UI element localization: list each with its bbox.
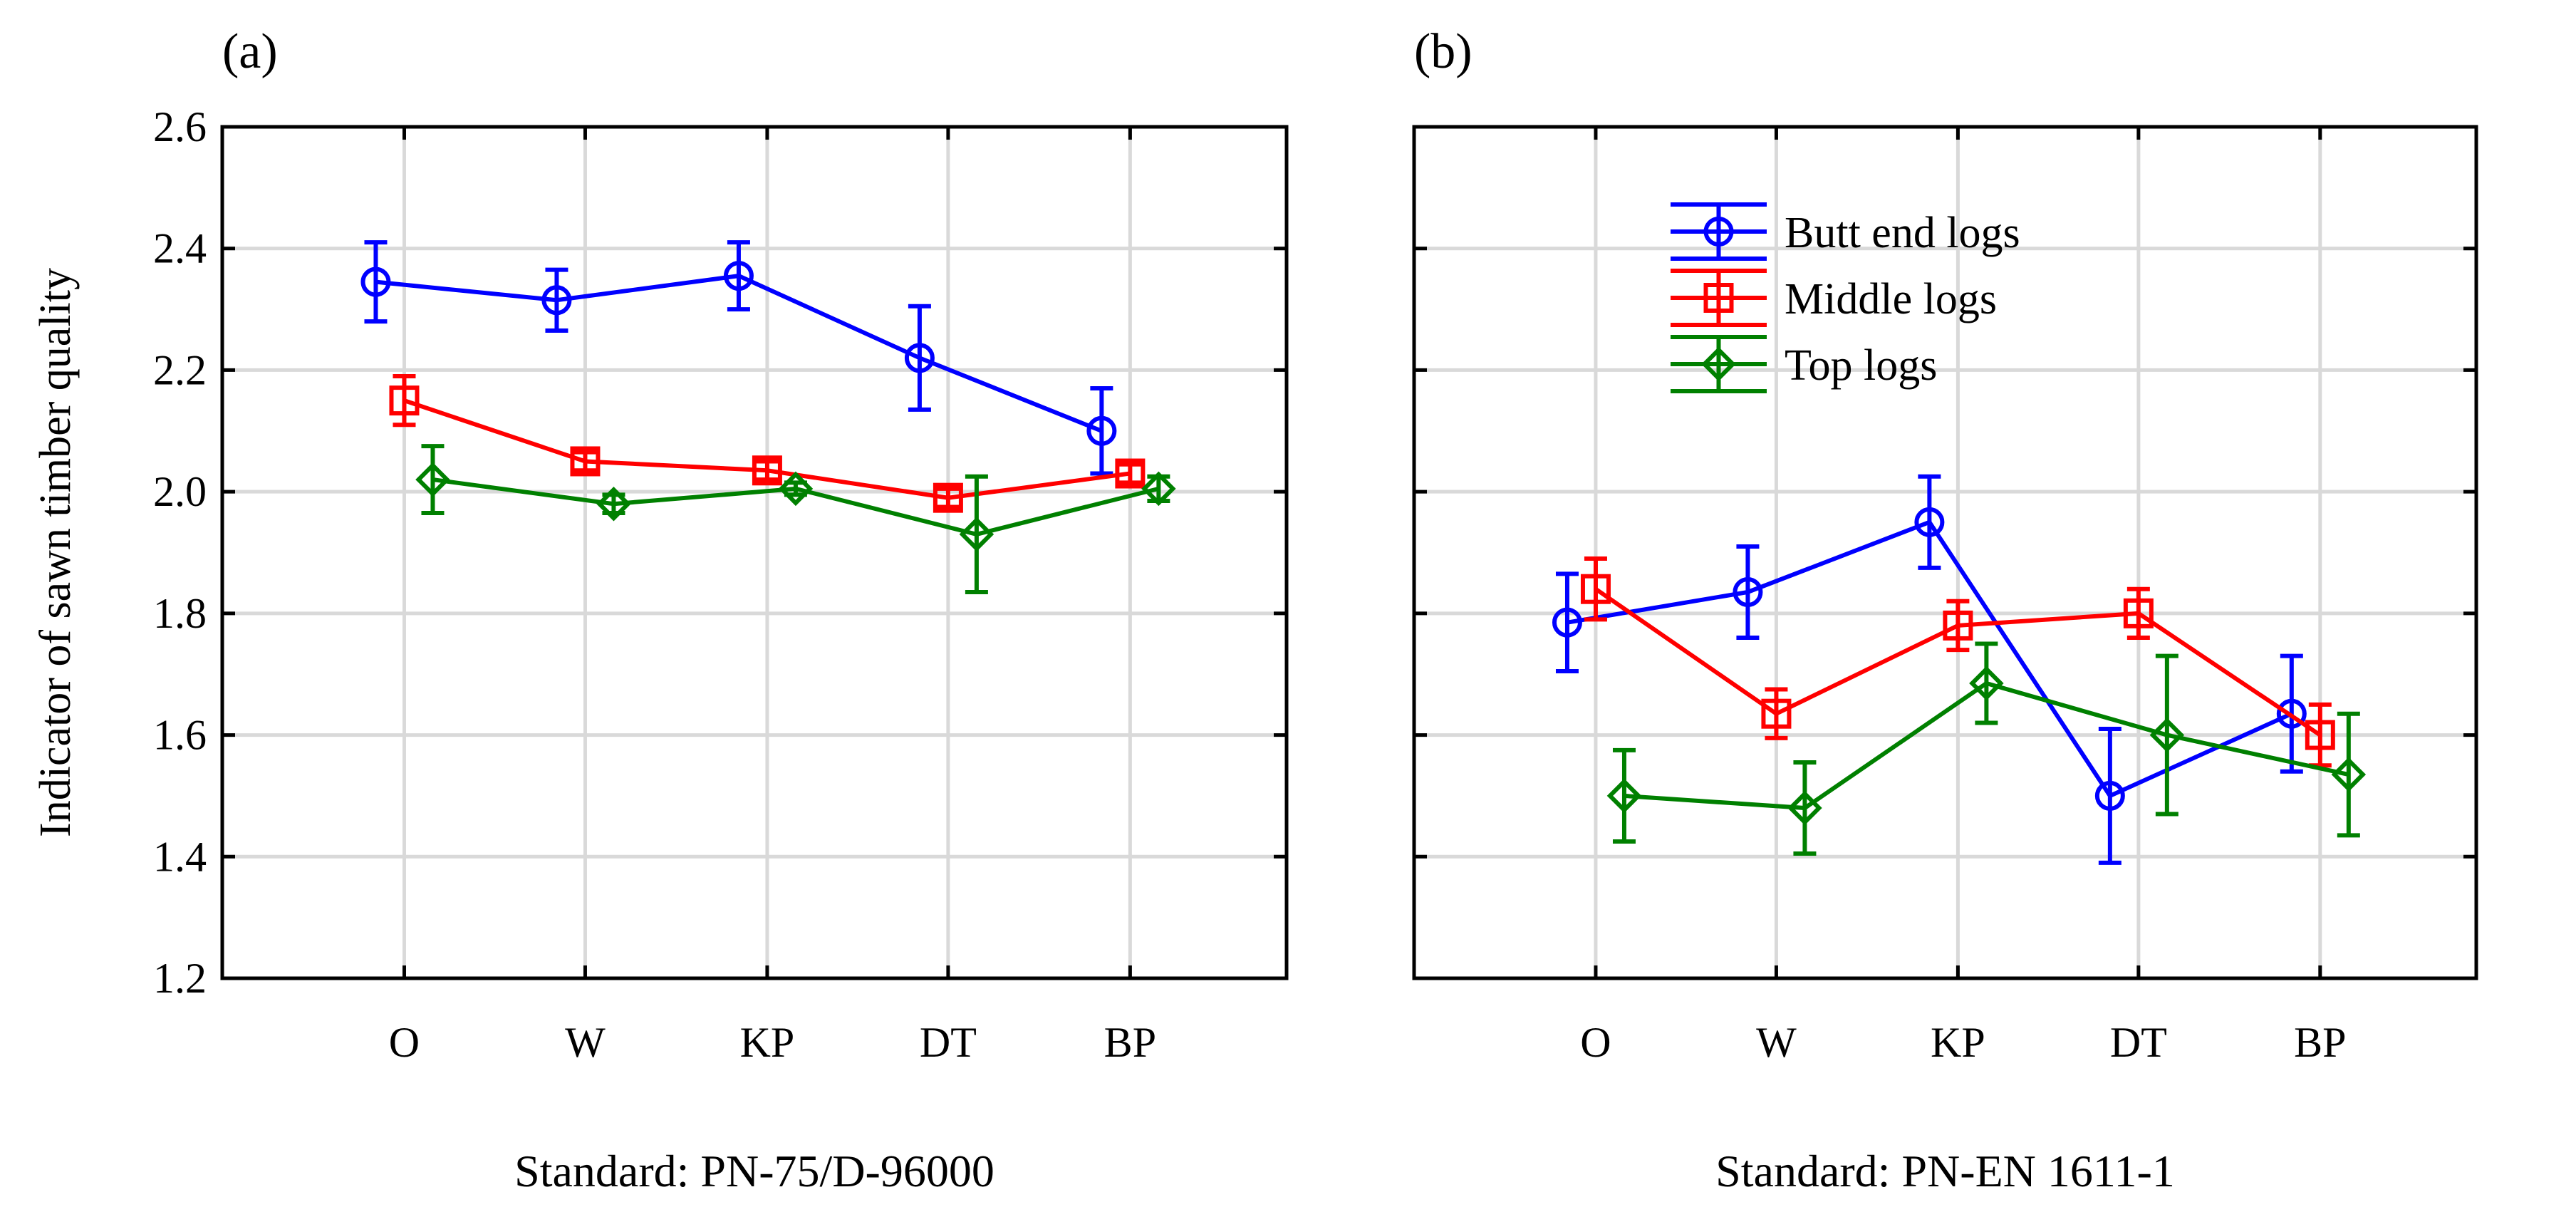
x-tick-label: W (1756, 1019, 1797, 1066)
data-point (904, 343, 935, 373)
data-point (959, 517, 994, 552)
x-tick-label: KP (740, 1019, 795, 1066)
data-point (2123, 598, 2154, 628)
x-axis-title: Standard: PN-75/D-96000 (514, 1146, 994, 1196)
data-point (360, 266, 391, 297)
panel-b: O W KP DT BP (b) Standard: PN-EN 1611-1 Butt en… (1412, 24, 2478, 1196)
series-middle-logs (389, 373, 1146, 513)
data-point (2276, 698, 2307, 729)
data-point (415, 462, 450, 497)
data-point (1914, 507, 1945, 537)
data-point (1761, 698, 1792, 729)
x-tick-label: BP (2294, 1019, 2346, 1066)
series-middle-logs (1580, 556, 2335, 768)
data-point (752, 455, 782, 486)
panel-label: (a) (222, 24, 278, 79)
x-axis-title: Standard: PN-EN 1611-1 (1715, 1146, 2175, 1196)
data-point (1787, 790, 1822, 826)
data-point (1115, 458, 1146, 489)
data-point (1969, 665, 2004, 701)
x-tick-label: W (565, 1019, 606, 1066)
y-tick-label: 2.6 (153, 103, 207, 150)
y-tick-label: 2.2 (153, 346, 207, 393)
legend-label: Butt end logs (1785, 209, 2020, 257)
x-tick-label: BP (1104, 1019, 1156, 1066)
data-point (1141, 471, 1176, 507)
data-point (933, 482, 963, 513)
x-tick-label: O (1580, 1019, 1611, 1066)
legend-marker (1703, 217, 1734, 247)
panel-label: (b) (1414, 24, 1473, 79)
x-tick-label: KP (1931, 1019, 1985, 1066)
data-point (1580, 574, 1611, 604)
data-point (389, 385, 420, 416)
series-butt-end-logs (1552, 474, 2307, 865)
y-tick-label: 1.8 (153, 590, 207, 637)
series-top-logs (415, 444, 1176, 594)
plot-frame (1412, 125, 2478, 980)
data-point (778, 471, 814, 507)
x-tick-label: DT (920, 1019, 977, 1066)
y-tick-label: 2.4 (153, 225, 207, 272)
plot-frame (220, 125, 1289, 980)
legend: Butt end logs Middle logs Top logs (1671, 202, 2020, 393)
data-point (2094, 780, 2125, 811)
data-point (1606, 778, 1642, 814)
data-point (570, 446, 601, 477)
x-tick-label: O (389, 1019, 420, 1066)
series-top-logs (1606, 641, 2367, 856)
legend-label: Top logs (1785, 341, 1937, 390)
data-point (723, 261, 754, 291)
y-tick-label: 1.6 (153, 712, 207, 759)
y-tick-label: 1.4 (153, 833, 207, 880)
y-tick-label: 1.2 (153, 955, 207, 1002)
legend-label: Middle logs (1785, 275, 1997, 323)
data-point (1733, 576, 1763, 607)
data-point (541, 285, 572, 316)
data-point (1943, 610, 1973, 641)
legend-marker (1703, 283, 1734, 313)
x-tick-label: DT (2110, 1019, 2167, 1066)
data-point (1552, 607, 1582, 638)
series-butt-end-logs (360, 240, 1117, 476)
data-point (2305, 720, 2335, 750)
panel-a: 2.6 2.4 2.2 2.0 1.8 1.6 1.4 1.2 O W KP DT BP (a) Stand… (31, 24, 1289, 1196)
legend-marker (1701, 346, 1736, 382)
y-tick-label: 2.0 (153, 468, 207, 515)
data-point (2331, 757, 2367, 792)
data-point (1086, 415, 1117, 446)
y-axis-title: Indicator of sawn timber quality (31, 268, 80, 837)
data-point (2149, 718, 2185, 752)
data-point (596, 486, 631, 522)
